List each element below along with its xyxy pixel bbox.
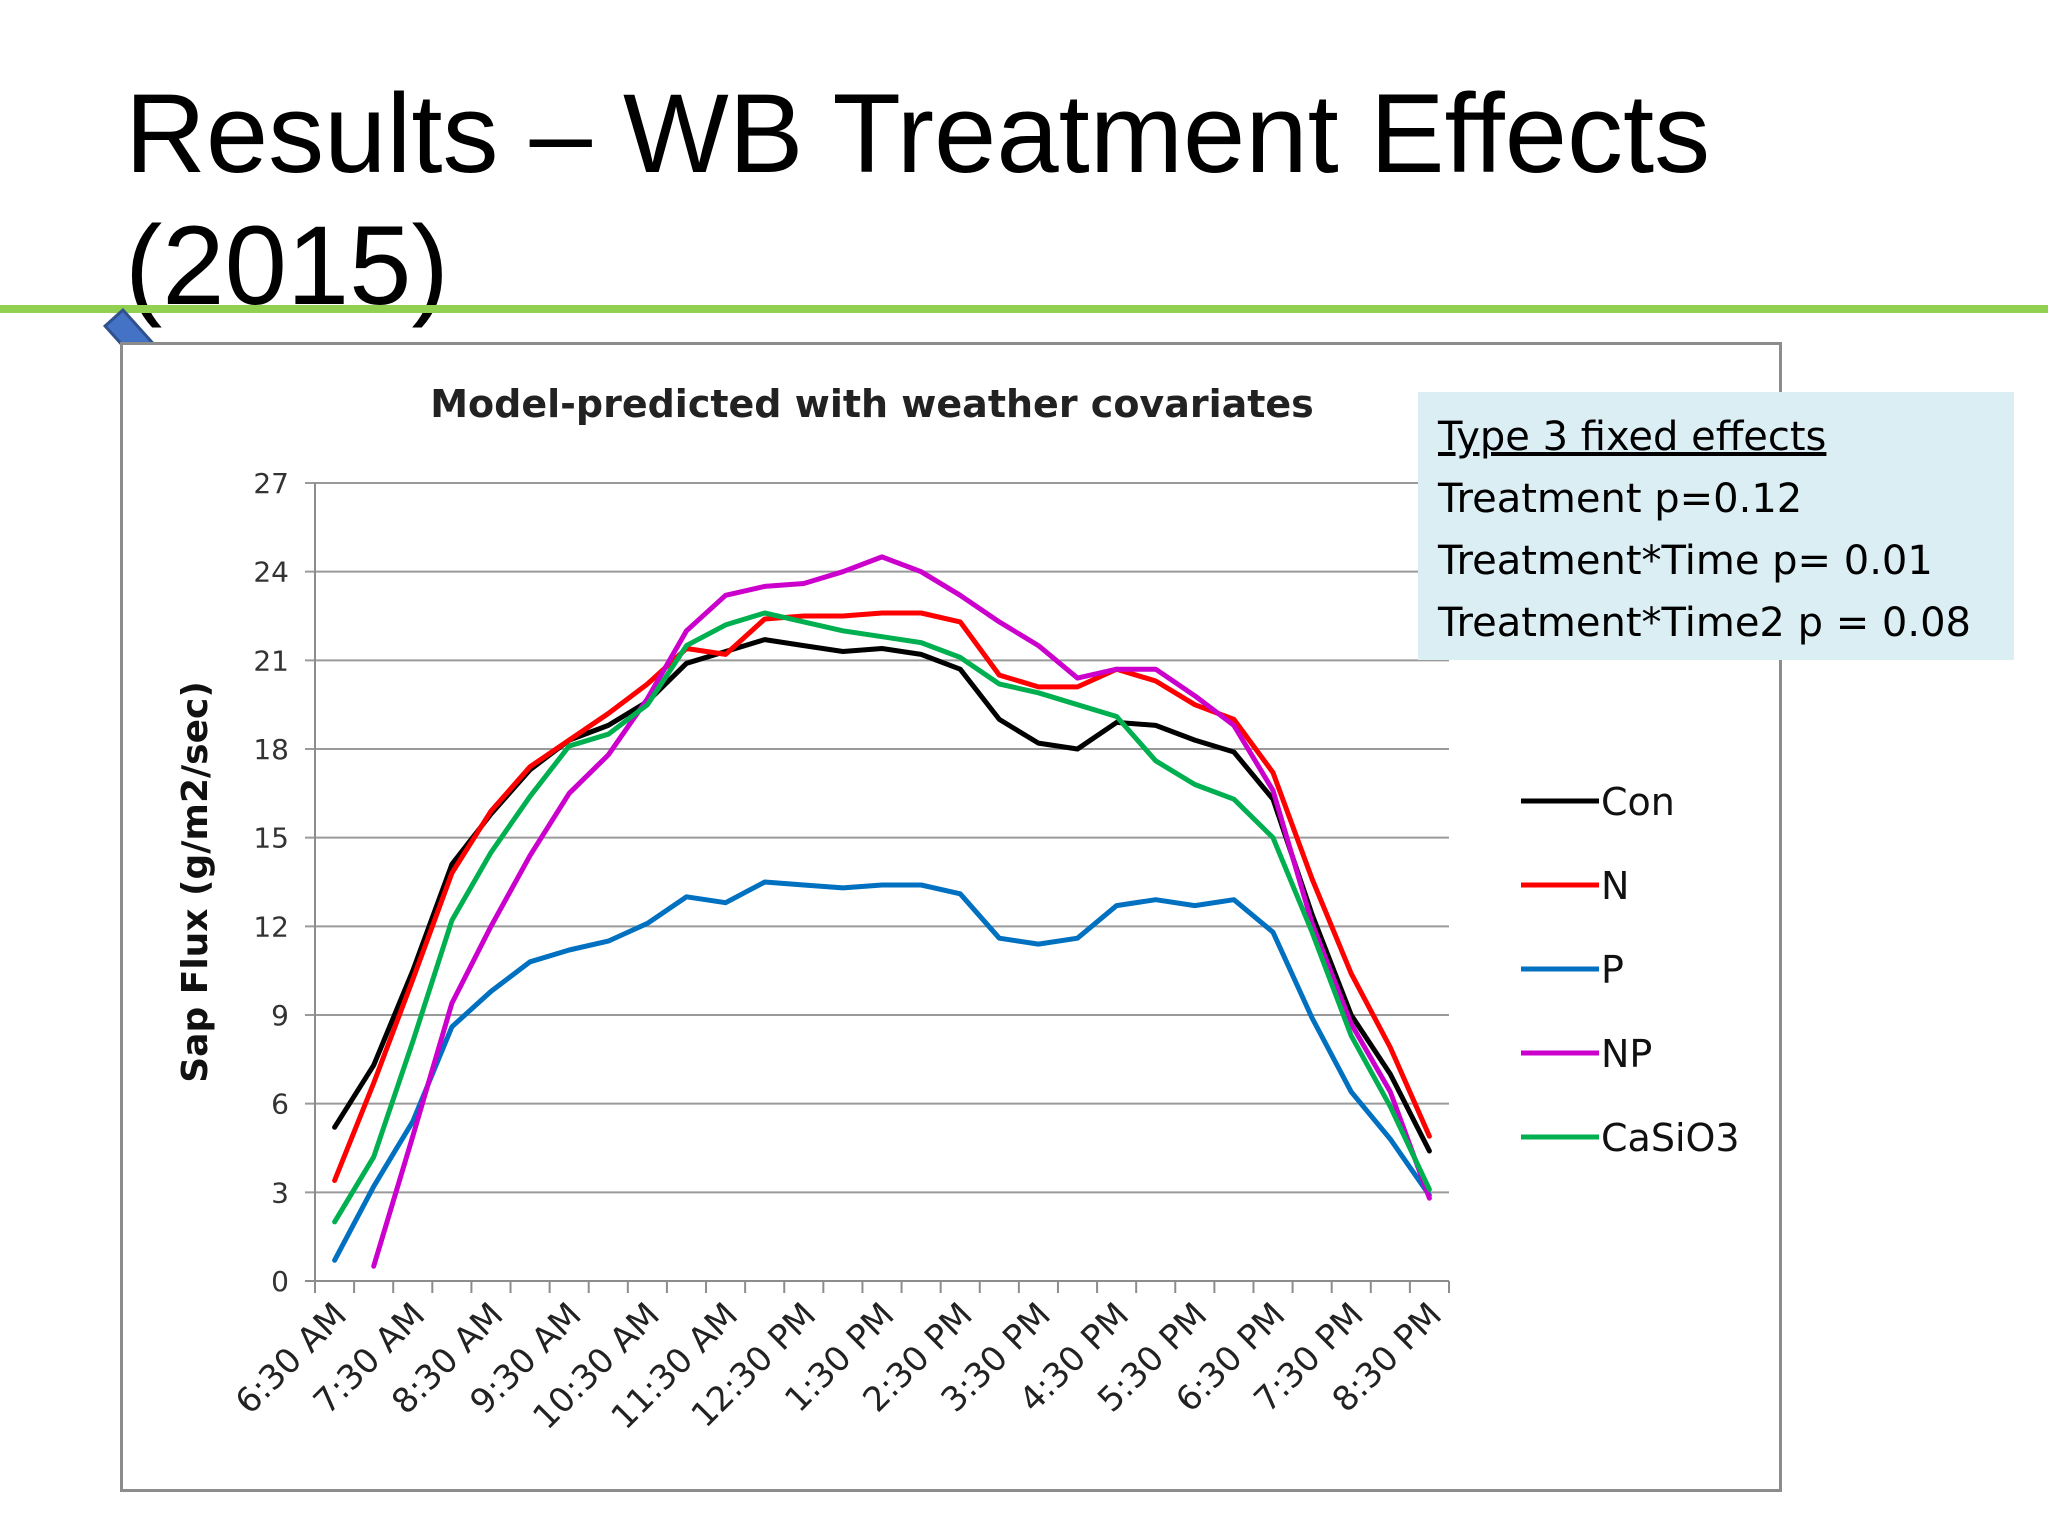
y-tick-label: 24 xyxy=(253,556,289,589)
series-line-n xyxy=(332,610,1432,1183)
y-tick-label: 12 xyxy=(253,910,289,943)
fixed-effects-line: Treatment*Time2 p = 0.08 xyxy=(1438,600,1971,646)
legend-label: Con xyxy=(1601,780,1675,824)
legend-label: P xyxy=(1601,948,1624,992)
fixed-effects-header: Type 3 fixed effects xyxy=(1438,414,1827,460)
series-line-p xyxy=(332,879,1432,1263)
fixed-effects-line: Treatment*Time p= 0.01 xyxy=(1438,538,1933,584)
fixed-effects-box: Type 3 fixed effects Treatment p=0.12 Tr… xyxy=(1418,392,2014,660)
fixed-effects-line: Treatment p=0.12 xyxy=(1438,476,1803,522)
legend-label: CaSiO3 xyxy=(1601,1116,1740,1160)
y-tick-label: 27 xyxy=(253,467,289,500)
series-line-np xyxy=(371,554,1432,1269)
legend-label: N xyxy=(1601,864,1629,908)
slide-title-line1: Results – WB Treatment Effects xyxy=(125,71,1711,196)
y-axis-title: Sap Flux (g/m2/sec) xyxy=(175,681,216,1083)
y-tick-label: 6 xyxy=(271,1088,289,1121)
series-line-casio3 xyxy=(332,610,1432,1225)
title-divider xyxy=(0,305,2048,313)
y-tick-label: 3 xyxy=(271,1176,289,1209)
y-tick-label: 15 xyxy=(253,822,289,855)
sap-flux-line-chart: Model-predicted with weather covariates 0… xyxy=(175,382,1740,1437)
chart-title: Model-predicted with weather covariates xyxy=(430,382,1314,426)
y-tick-label: 9 xyxy=(271,999,289,1032)
y-tick-label: 21 xyxy=(253,644,289,677)
slide-title: Results – WB Treatment Effects (2015) xyxy=(125,68,1925,332)
series-line-con xyxy=(332,637,1432,1154)
legend-label: NP xyxy=(1601,1032,1652,1076)
y-tick-label: 18 xyxy=(253,733,289,766)
y-tick-label: 0 xyxy=(271,1265,289,1298)
chart-frame: Model-predicted with weather covariates 0… xyxy=(120,342,1782,1492)
